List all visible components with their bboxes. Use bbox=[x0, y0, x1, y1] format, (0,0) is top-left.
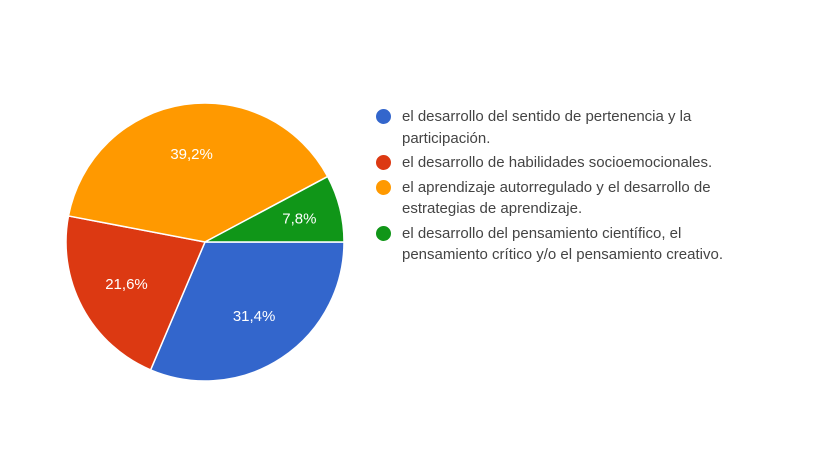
slice-label-2: 21,6% bbox=[105, 276, 148, 293]
legend-label-4: el desarrollo del pensamiento científico… bbox=[402, 224, 723, 264]
slice-label-3: 39,2% bbox=[170, 146, 213, 163]
legend-swatch-2 bbox=[376, 155, 391, 170]
legend-label-1: el desarrollo del sentido de pertenencia… bbox=[402, 108, 692, 147]
pie-slice-3 bbox=[67, 102, 329, 243]
slice-label-4: 7,8% bbox=[282, 210, 316, 227]
legend: el desarrollo del sentido de pertenencia… bbox=[374, 106, 754, 269]
legend-swatch-1 bbox=[376, 109, 391, 124]
legend-label-3: el aprendizaje autorregulado y el desarr… bbox=[402, 178, 711, 218]
pie-slice-2 bbox=[65, 215, 207, 371]
legend-item-4: el desarrollo del pensamiento científico… bbox=[374, 223, 754, 266]
slice-label-1: 31,4% bbox=[233, 308, 276, 325]
legend-swatch-3 bbox=[376, 179, 391, 195]
legend-item-1: el desarrollo del sentido de pertenencia… bbox=[374, 106, 754, 149]
pie-slice-4 bbox=[204, 175, 345, 243]
legend-swatch-4 bbox=[376, 225, 391, 241]
legend-label-2: el desarrollo de habilidades socioemocio… bbox=[402, 154, 713, 171]
pie-slice-labels: 31,4% 21,6% 39,2% 7,8% bbox=[105, 146, 316, 325]
pie-slices bbox=[65, 102, 345, 382]
legend-item-3: el aprendizaje autorregulado y el desarr… bbox=[374, 177, 754, 220]
legend-item-2: el desarrollo de habilidades socioemocio… bbox=[374, 152, 754, 174]
pie-slice-1 bbox=[149, 241, 345, 382]
